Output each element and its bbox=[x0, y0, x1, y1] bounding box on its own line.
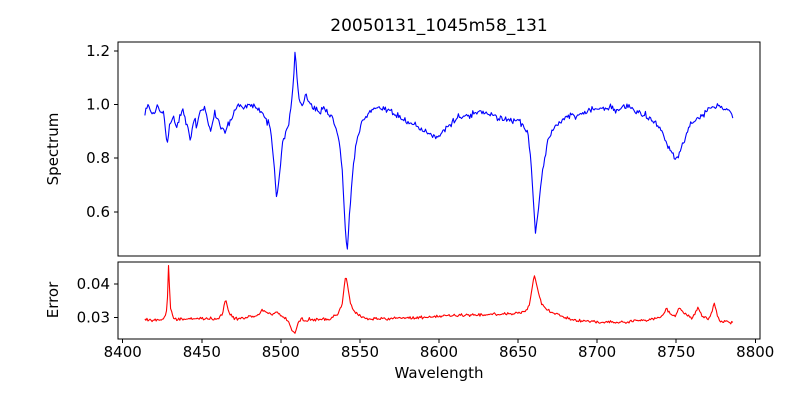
x-axis-label: Wavelength bbox=[394, 364, 484, 382]
bottom-y-tick-label: 0.03 bbox=[77, 309, 110, 327]
x-tick-label: 8400 bbox=[104, 343, 142, 361]
x-tick-label: 8600 bbox=[420, 343, 458, 361]
x-tick-label: 8750 bbox=[657, 343, 695, 361]
bottom-panel-frame bbox=[117, 261, 761, 340]
top-y-tick-label: 0.8 bbox=[86, 149, 110, 167]
top-y-tick-label: 0.6 bbox=[86, 203, 110, 221]
x-tick-label: 8550 bbox=[341, 343, 379, 361]
chart-title: 20050131_1045m58_131 bbox=[330, 16, 548, 36]
x-tick-label: 8800 bbox=[736, 343, 774, 361]
x-tick-label: 8700 bbox=[578, 343, 616, 361]
spectrum-line bbox=[144, 51, 734, 250]
x-tick-label: 8450 bbox=[183, 343, 221, 361]
top-panel-frame bbox=[117, 41, 761, 257]
x-tick-label: 8650 bbox=[499, 343, 537, 361]
error-line bbox=[144, 265, 734, 334]
bottom-y-tick-label: 0.04 bbox=[77, 275, 110, 293]
top-y-tick-label: 1.0 bbox=[86, 96, 110, 114]
x-tick-label: 8500 bbox=[262, 343, 300, 361]
top-y-tick-label: 1.2 bbox=[86, 42, 110, 60]
